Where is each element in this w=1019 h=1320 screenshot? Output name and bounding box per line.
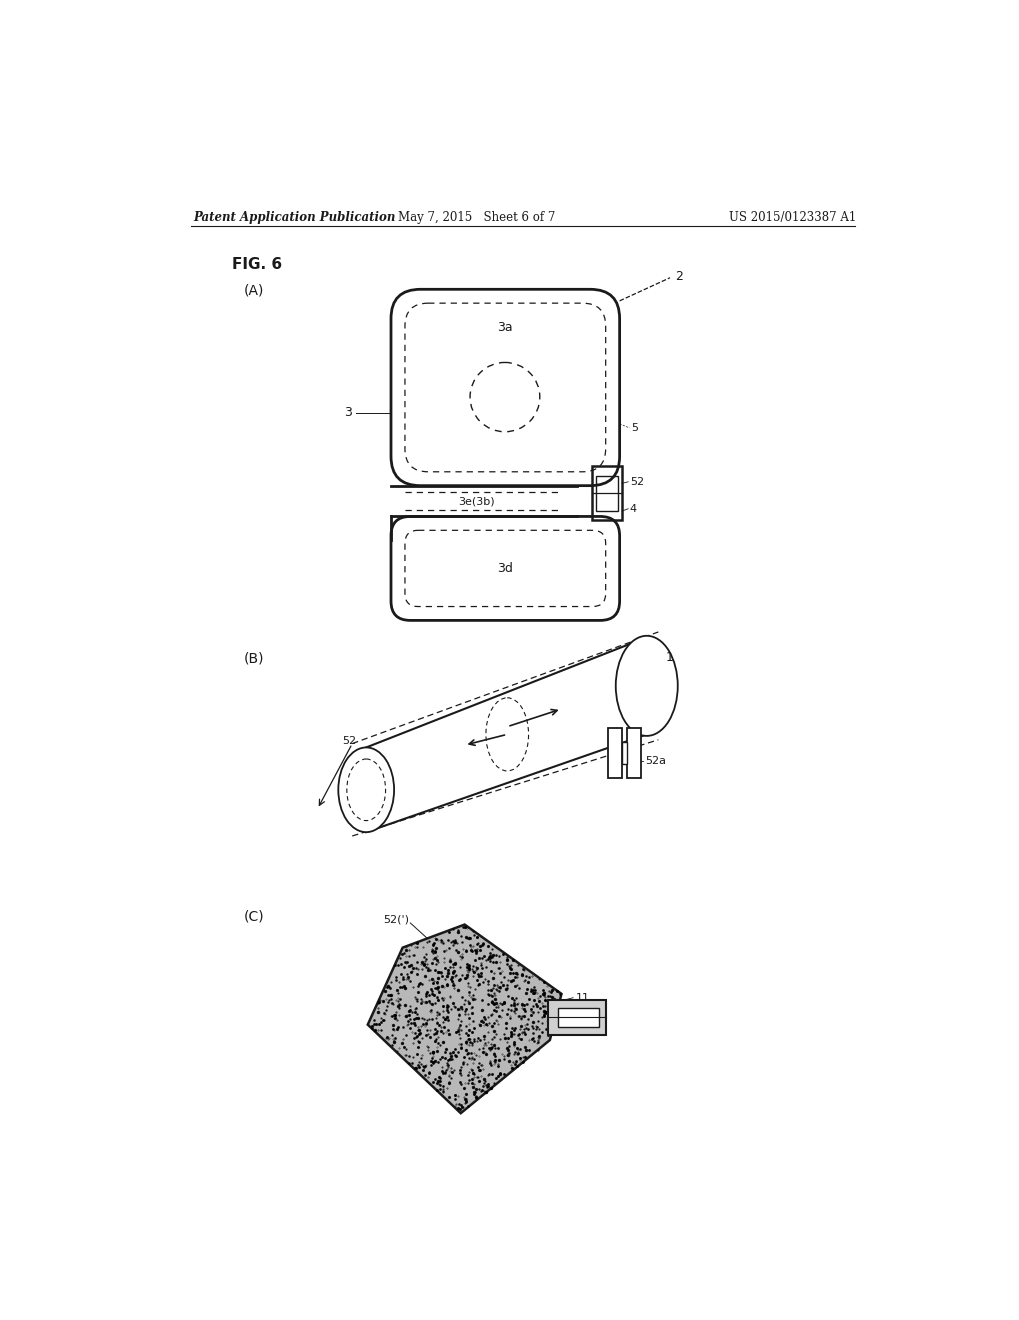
Text: 11: 11	[575, 993, 589, 1003]
Text: (C): (C)	[244, 909, 264, 923]
Text: 3a: 3a	[496, 321, 513, 334]
Text: 52: 52	[629, 477, 643, 487]
Text: (B): (B)	[244, 651, 264, 665]
Text: 3: 3	[344, 407, 352, 418]
Text: 52: 52	[341, 735, 356, 746]
Bar	[607, 729, 622, 779]
FancyBboxPatch shape	[548, 1001, 606, 1035]
Text: 52('): 52(')	[383, 915, 409, 924]
Text: US 2015/0123387 A1: US 2015/0123387 A1	[728, 211, 855, 224]
Text: May 7, 2015   Sheet 6 of 7: May 7, 2015 Sheet 6 of 7	[397, 211, 554, 224]
Polygon shape	[368, 924, 560, 1113]
Ellipse shape	[615, 636, 677, 737]
Bar	[557, 1007, 598, 1027]
Text: Patent Application Publication: Patent Application Publication	[194, 211, 395, 224]
Text: 2: 2	[674, 269, 682, 282]
Text: 3d: 3d	[496, 561, 513, 574]
Text: 52a: 52a	[575, 1016, 596, 1026]
Text: FIG. 6: FIG. 6	[232, 257, 282, 272]
Bar	[596, 475, 618, 511]
Text: 1: 1	[665, 651, 674, 664]
Ellipse shape	[338, 747, 393, 832]
Bar	[626, 729, 640, 779]
Bar	[592, 466, 622, 520]
Text: 52a: 52a	[645, 755, 665, 766]
Text: (A): (A)	[244, 284, 264, 298]
Bar	[622, 742, 626, 763]
Text: 5: 5	[631, 422, 638, 433]
Text: 3e(3b): 3e(3b)	[458, 496, 494, 506]
Text: 4: 4	[629, 504, 636, 513]
